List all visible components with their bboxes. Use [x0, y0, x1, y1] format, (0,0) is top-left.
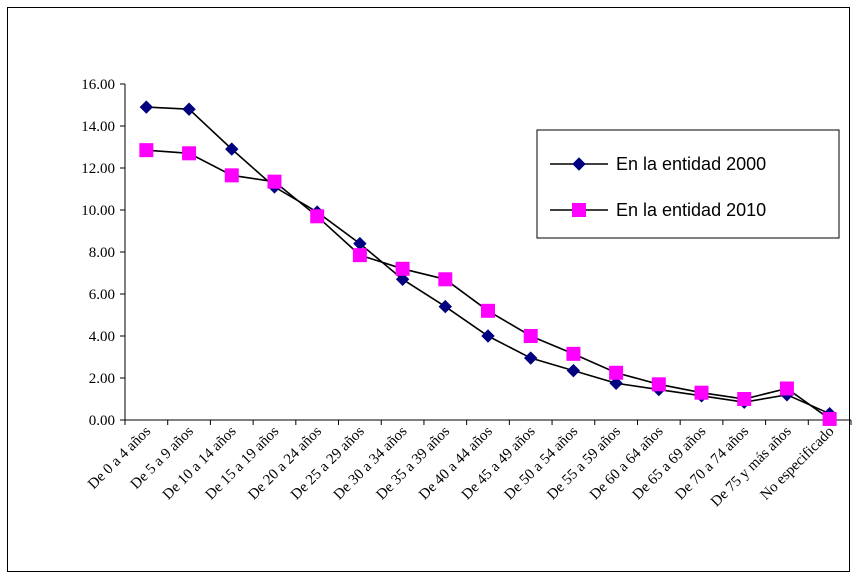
- series-1-point: [566, 363, 581, 378]
- series-1-point: [225, 142, 239, 156]
- x-tick-label: De 10 a 14 años: [160, 423, 240, 503]
- y-tick-label: 4.00: [89, 329, 115, 345]
- series-2-point: [779, 381, 794, 396]
- x-tick-label: De 60 a 64 años: [587, 423, 667, 503]
- series-1-point: [609, 376, 623, 390]
- chart-frame: [7, 7, 850, 572]
- x-tick-label: De 70 a 74 años: [672, 423, 752, 503]
- legend-label-1: En la entidad 2000: [616, 154, 766, 174]
- series-2-point: [267, 174, 282, 189]
- series-2-point: [694, 385, 709, 400]
- series-1-point: [395, 272, 410, 287]
- x-tick-label: De 25 a 29 años: [288, 423, 368, 503]
- x-tick-label: De 40 a 44 años: [416, 423, 496, 503]
- series-2-point: [651, 377, 666, 392]
- x-tick-label: No especificado: [758, 424, 838, 504]
- x-tick-label: De 20 a 24 años: [245, 423, 325, 503]
- x-tick-label: De 15 a 19 años: [203, 423, 283, 503]
- y-tick-label: 2.00: [89, 371, 115, 387]
- legend-label-2: En la entidad 2010: [616, 200, 766, 220]
- series-1-point: [523, 351, 538, 365]
- x-tick-label: De 30 a 34 años: [331, 423, 411, 503]
- series-2-point: [481, 303, 495, 318]
- y-tick-label: 10.00: [81, 203, 115, 219]
- series-2-point: [523, 329, 538, 343]
- series-2-point: [737, 392, 752, 406]
- series-1-point: [481, 329, 495, 343]
- series-1-point: [438, 299, 453, 314]
- series-2-point: [139, 143, 154, 158]
- legend-marker-2: [572, 203, 586, 217]
- x-tick-label: De 35 a 39 años: [373, 423, 453, 503]
- series-2-point: [182, 146, 197, 161]
- series-1-point: [139, 100, 154, 114]
- series-2-point: [224, 168, 239, 183]
- y-tick-label: 16.00: [81, 77, 115, 93]
- x-tick-label: De 45 a 49 años: [459, 423, 539, 503]
- legend-marker-1: [572, 157, 586, 171]
- series-2-point: [566, 346, 581, 361]
- series-2-point: [310, 209, 325, 224]
- series-2-point: [395, 261, 410, 276]
- x-tick-label: De 50 a 54 años: [502, 423, 582, 503]
- y-tick-label: 12.00: [81, 161, 115, 177]
- y-tick-label: 0.00: [89, 413, 115, 429]
- y-tick-label: 6.00: [89, 287, 115, 303]
- series-2-point: [822, 411, 837, 426]
- y-tick-label: 8.00: [89, 245, 115, 261]
- series-2-point: [352, 248, 367, 263]
- y-tick-label: 14.00: [81, 119, 115, 135]
- x-tick-label: De 55 a 59 años: [544, 423, 624, 503]
- legend-box: [536, 129, 840, 239]
- x-tick-label: De 65 a 69 años: [630, 423, 710, 503]
- series-2-point: [438, 272, 453, 287]
- series-2-point: [609, 365, 624, 380]
- series-1-point: [182, 102, 196, 116]
